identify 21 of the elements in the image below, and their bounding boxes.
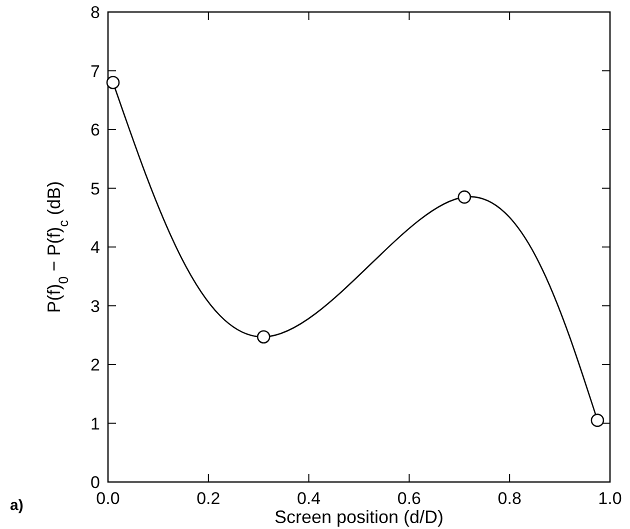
y-tick-label: 6 [90,120,100,140]
x-tick-label: 0.0 [96,489,120,508]
y-tick-label: 5 [90,179,100,198]
point [256,330,270,344]
x-tick-label: 0.4 [296,489,321,508]
point [590,414,604,427]
x-tick-label: 0.8 [498,489,522,508]
text: a) [10,497,24,514]
y-tick-label: 7 [90,62,100,81]
y-tick-label: 8 [90,3,100,22]
x-tick-label: 0.2 [196,489,220,508]
y-tick-label: 4 [90,238,100,257]
y-tick-label: 2 [90,356,100,374]
x-tick-label: 0.6 [397,489,422,508]
x-axis-title: Screen position (d/D) [274,507,444,527]
y-tick-label: 0 [90,473,100,492]
y-tick-label: 1 [90,414,100,434]
x-tick-label: 1.0 [598,489,622,508]
y-tick-label: 3 [90,296,100,316]
point [458,190,472,204]
point [106,76,120,90]
